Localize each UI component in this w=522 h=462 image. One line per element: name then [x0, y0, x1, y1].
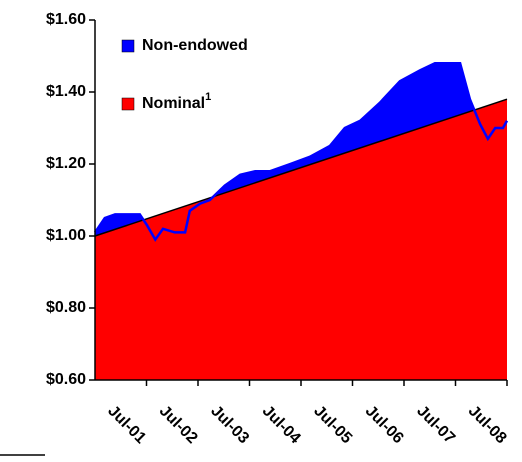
y-tick-label: $1.00 [46, 227, 86, 244]
x-tick-label: Jul-06 [362, 402, 407, 447]
x-tick-label: Jul-03 [207, 402, 252, 447]
y-tick-label: $0.80 [46, 299, 86, 316]
area [95, 99, 507, 380]
y-tick-label: $1.60 [46, 11, 86, 28]
x-tick-label: Jul-01 [104, 402, 149, 447]
x-tick-label: Jul-04 [259, 402, 304, 447]
x-tick-label: Jul-05 [310, 402, 355, 447]
y-tick-label: $1.20 [46, 155, 86, 172]
y-tick-label: $1.40 [46, 83, 86, 100]
y-tick-label: $0.60 [46, 371, 86, 388]
legend-name: Non-endowed [142, 37, 248, 54]
line [94, 98, 508, 237]
legend-name: Nominal [142, 95, 205, 112]
legend-superscript: 1 [205, 91, 211, 103]
legend-label: Non-endowed [142, 37, 248, 54]
x-tick-label: Jul-07 [413, 402, 458, 447]
legend-swatch [121, 39, 135, 53]
x-tick-label: Jul-08 [465, 402, 510, 447]
x-tick-label: Jul-02 [156, 402, 201, 447]
line [93, 61, 509, 242]
legend-swatch [121, 97, 135, 111]
legend-label: Nominal1 [142, 91, 211, 112]
